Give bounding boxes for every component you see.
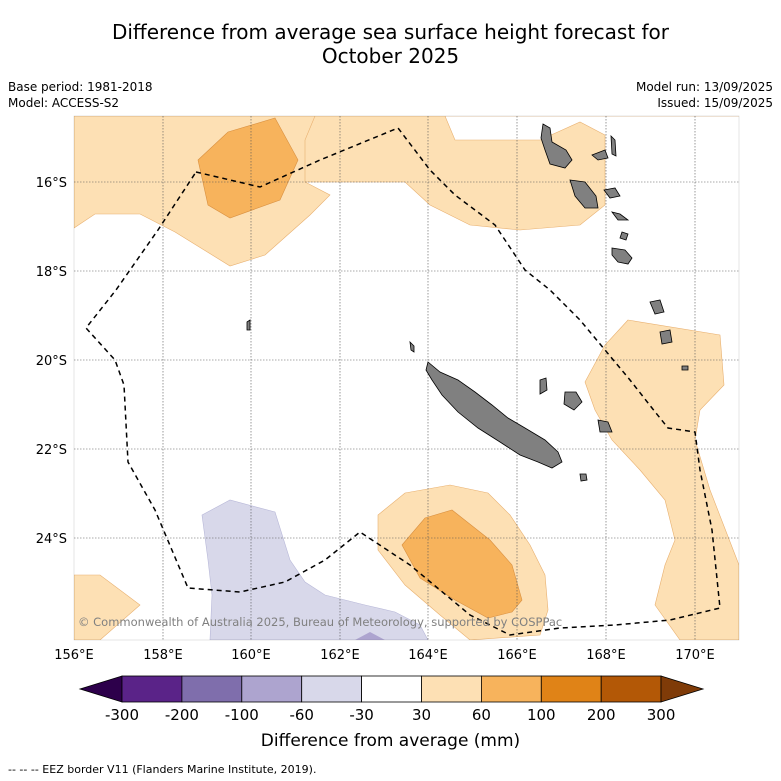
lat-tick-label: 18°S [36, 265, 67, 280]
colorbar-tick-label: 60 [472, 706, 491, 724]
colorbar-cell [421, 675, 482, 703]
gridlines [74, 116, 739, 640]
colorbar-extend-high [660, 675, 705, 703]
map-title-line2: October 2025 [321, 44, 460, 68]
issued-date: Issued: 15/09/2025 [657, 96, 773, 110]
colorbar-cell [181, 675, 243, 703]
fiji-island-3 [681, 365, 689, 371]
vanuatu-espiritu-santo [540, 123, 573, 169]
base-period: Base period: 1981-2018 [8, 80, 153, 94]
colorbar-cell [301, 675, 363, 703]
anomaly-region-east [584, 319, 739, 640]
anomaly-contours [74, 116, 739, 640]
colorbar-tick-label: -100 [225, 706, 259, 724]
colorbar-tick-label: -300 [105, 706, 139, 724]
anomaly-region-southwest [74, 574, 141, 640]
colorbar-tick-label: 30 [412, 706, 431, 724]
map-title-line1: Difference from average sea surface heig… [111, 20, 670, 44]
lon-tick-label: 164°E [408, 648, 448, 663]
colorbar-cell [540, 675, 602, 703]
belep-islands [409, 340, 415, 353]
land-masses [246, 123, 689, 482]
negative-anomaly-region [201, 499, 429, 640]
vanuatu-erromango [611, 211, 630, 221]
chesterfield-islet [246, 319, 251, 331]
vanuatu-island-east [610, 134, 617, 157]
copyright-notice: © Commonwealth of Australia 2025, Bureau… [78, 615, 562, 629]
loyalty-mare [597, 419, 613, 433]
model-run-date: Model run: 13/09/2025 [635, 80, 773, 94]
colorbar-tick-label: 100 [527, 706, 556, 724]
colorbar-cell [241, 675, 303, 703]
lon-tick-label: 158°E [143, 648, 183, 663]
fiji-island-2 [659, 329, 673, 345]
lon-tick-label: 156°E [54, 648, 94, 663]
colorbar-extend-low [78, 675, 123, 703]
model-name: Model: ACCESS-S2 [8, 96, 120, 110]
colorbar-title: Difference from average (mm) [260, 731, 521, 751]
loyalty-lifou [563, 391, 583, 411]
anomaly-core-north [197, 117, 299, 219]
lat-tick-label: 24°S [36, 532, 67, 547]
latitude-labels: 16°S 18°S 20°S 22°S 24°S [36, 176, 67, 547]
vanuatu-small-island [619, 231, 629, 241]
colorbar-tick-label: -60 [289, 706, 314, 724]
colorbar: -300 -200 -100 -60 -30 30 60 100 200 300 [78, 675, 705, 724]
colorbar-tick-label: 300 [647, 706, 676, 724]
longitude-labels: 156°E 158°E 160°E 162°E 164°E 166°E 168°… [54, 648, 715, 663]
lat-tick-label: 16°S [36, 176, 67, 191]
colorbar-tick-label: -200 [165, 706, 199, 724]
negative-anomaly-core [355, 632, 385, 640]
vanuatu-malakula [569, 179, 599, 209]
isle-of-pines [579, 473, 588, 482]
colorbar-cell [600, 675, 662, 703]
new-caledonia-island [425, 361, 563, 469]
vanuatu-island-mid [603, 187, 621, 199]
lat-tick-label: 22°S [36, 443, 67, 458]
colorbar-cell [121, 675, 183, 703]
map-frame [73, 115, 740, 641]
eez-legend-note: -- -- -- EEZ border V11 (Flanders Marine… [8, 763, 317, 776]
colorbar-tick-label: 200 [587, 706, 616, 724]
vanuatu-island-north [591, 149, 609, 161]
lon-tick-label: 168°E [586, 648, 626, 663]
loyalty-ouvea [539, 377, 548, 395]
lat-tick-label: 20°S [36, 354, 67, 369]
colorbar-cell [361, 675, 422, 703]
fiji-island-1 [649, 299, 665, 315]
lon-tick-label: 162°E [320, 648, 360, 663]
colorbar-tick-label: -30 [349, 706, 374, 724]
lon-tick-label: 166°E [497, 648, 537, 663]
colorbar-cell [480, 675, 542, 703]
eez-border [85, 127, 721, 636]
lon-tick-label: 160°E [231, 648, 271, 663]
vanuatu-efate [611, 247, 633, 265]
lon-tick-label: 170°E [675, 648, 715, 663]
